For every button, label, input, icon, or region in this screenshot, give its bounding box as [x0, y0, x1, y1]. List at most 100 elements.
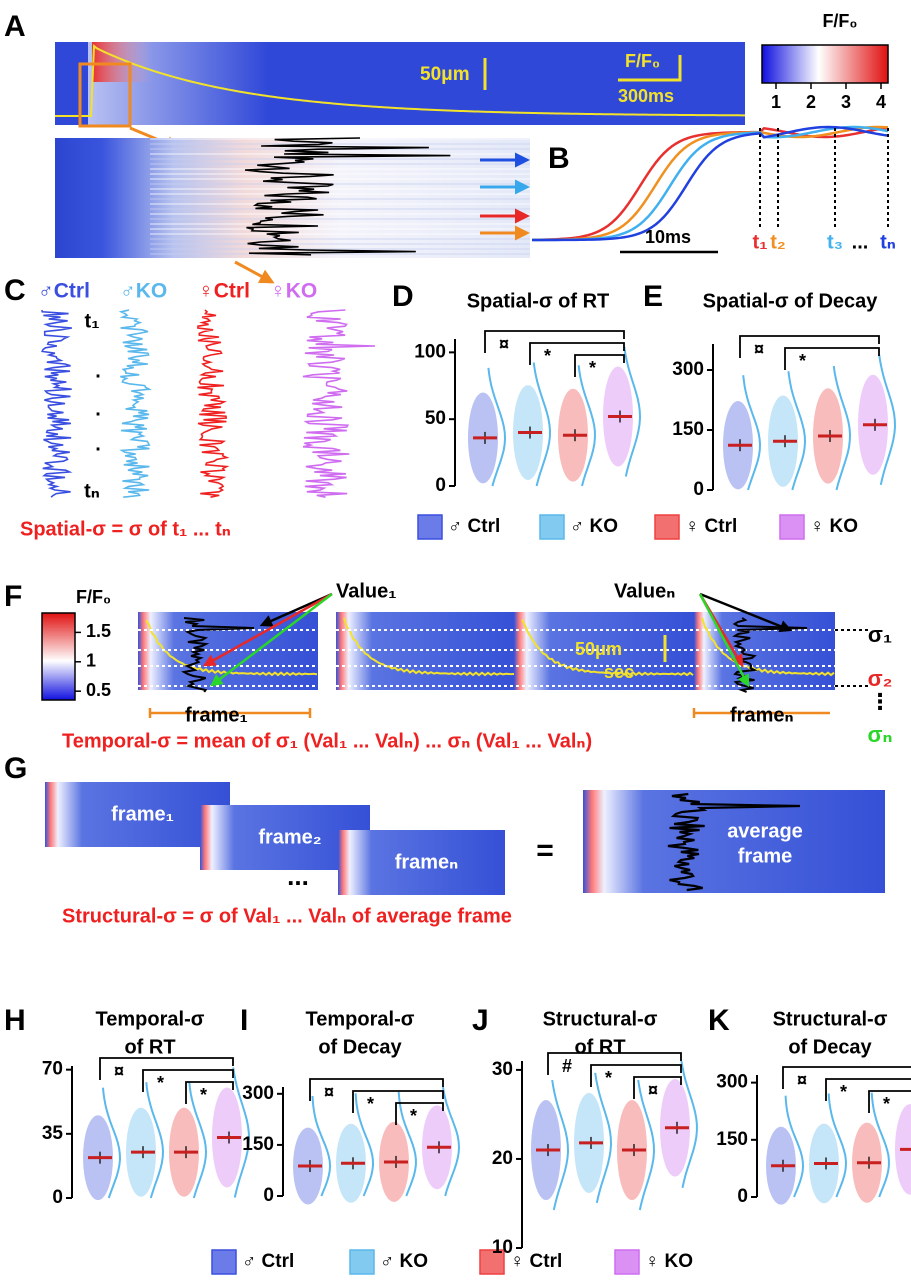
chart-title: of Decay	[318, 1036, 402, 1058]
chart-title: Structural-σ	[543, 1008, 658, 1030]
time-point: tₙ	[880, 231, 896, 253]
zoom-stripe	[150, 228, 530, 230]
significance-label: *	[605, 1068, 612, 1088]
zoom-stripe	[150, 208, 530, 210]
legend-swatch	[479, 1249, 505, 1275]
panel-letter: H	[4, 1004, 26, 1037]
formula: Spatial-σ = σ of t₁ ... tₙ	[20, 518, 231, 540]
zoom-stripe	[150, 233, 530, 235]
colorbar-tick-label: 1.5	[86, 621, 111, 641]
pointer-arrow	[210, 593, 333, 687]
timepoint-trace	[181, 617, 255, 693]
y-tick-label: 70	[42, 1059, 63, 1080]
significance-bracket	[574, 354, 625, 377]
transient-curve	[531, 125, 889, 242]
legend-label: ♂ KO	[380, 1251, 428, 1272]
zoom-stripe	[150, 253, 530, 255]
significance-bracket	[782, 1066, 911, 1089]
significance-bracket	[784, 347, 880, 370]
violin-outline	[188, 1082, 208, 1199]
legend-swatch	[614, 1249, 640, 1275]
group-label: ♀KO	[270, 280, 317, 303]
scale-label: sec	[604, 662, 634, 682]
significance-bracket	[309, 1078, 444, 1101]
violin-outline	[577, 365, 596, 487]
significance-bracket	[395, 1102, 444, 1125]
zoom-stripe	[150, 183, 530, 185]
chart-title: of RT	[574, 1036, 625, 1058]
frame-image	[338, 830, 505, 895]
frame-image	[45, 782, 230, 847]
pointer-arrow	[699, 592, 793, 633]
timepoint-trace	[302, 309, 376, 498]
violin-outline	[232, 1067, 251, 1198]
group-label: ♂Ctrl	[38, 280, 90, 303]
y-tick-label: 300	[672, 359, 704, 380]
violin-outline	[354, 1093, 375, 1197]
y-tick-label: 20	[492, 1148, 513, 1169]
frame-label: frameₙ	[730, 704, 794, 726]
time-point: tₙ	[84, 480, 100, 502]
y-tick-label: 30	[492, 1059, 513, 1080]
legend-label: ♂ KO	[570, 516, 618, 537]
zoom-stripe	[150, 198, 530, 200]
time-point: t₂	[770, 231, 786, 253]
equals: =	[536, 834, 554, 867]
significance-bracket	[484, 330, 625, 353]
timepoint-trace	[197, 309, 230, 498]
colorbar	[41, 612, 76, 701]
violin-outline	[487, 367, 507, 487]
average-trace	[55, 43, 746, 117]
frame-label: frame₁	[111, 803, 174, 825]
significance-label: *	[157, 1073, 164, 1093]
significance-bracket	[547, 1052, 682, 1075]
legend-swatch	[417, 514, 443, 540]
colorbar-tick-label: 1	[771, 92, 781, 112]
significance-label: *	[840, 1082, 847, 1102]
violin-outline	[145, 1082, 165, 1199]
chart-title: Temporal-σ	[96, 1008, 205, 1030]
significance-bracket	[529, 342, 625, 365]
average-trace	[145, 619, 318, 677]
y-tick-label: 0	[263, 1185, 274, 1206]
zoom-stripe	[150, 243, 530, 245]
time-point: ...	[852, 231, 869, 253]
panel-letter: E	[643, 280, 663, 313]
legend-label: ♀ Ctrl	[685, 516, 737, 537]
sigma-label: σ₁	[868, 622, 892, 647]
y-tick-label: 150	[242, 1134, 274, 1155]
violin-outline	[742, 375, 762, 491]
legend-swatch	[654, 514, 680, 540]
legend-swatch	[211, 1249, 237, 1275]
frame-label: frameₙ	[395, 851, 459, 873]
panel-letter: A	[4, 10, 26, 43]
panel-letter: J	[472, 1004, 489, 1037]
scale-label: 300ms	[618, 86, 674, 106]
scale-label: 50μm	[420, 64, 470, 85]
violin-outline	[878, 354, 897, 486]
zoom-stripe	[150, 203, 530, 205]
zoom-box	[78, 62, 132, 128]
y-tick-label: 0	[737, 1186, 748, 1207]
chart-title: Structural-σ	[773, 1008, 888, 1030]
value-label: Value₁	[336, 580, 397, 602]
scale-label: 10ms	[645, 227, 691, 247]
zoom-stripe	[150, 158, 530, 160]
zoom-stripe	[150, 178, 530, 180]
significance-label: ¤	[499, 334, 509, 354]
average-trace	[701, 617, 835, 677]
legend-swatch	[539, 514, 565, 540]
timepoint-trace	[667, 792, 801, 892]
panel-letter: G	[4, 752, 27, 785]
legend-label: ♀ KO	[645, 1251, 693, 1272]
frame-label: frame	[738, 845, 792, 867]
violin-outline	[623, 346, 642, 477]
colorbar-title: F/F₀	[822, 11, 857, 31]
violin-outline	[680, 1060, 698, 1189]
zoom-stripe	[150, 188, 530, 190]
y-tick-label: 0	[435, 475, 446, 496]
timepoint-trace	[732, 617, 808, 693]
y-tick-label: 10	[492, 1237, 513, 1258]
violin-outline	[311, 1095, 332, 1197]
violin-outline	[442, 1086, 461, 1197]
